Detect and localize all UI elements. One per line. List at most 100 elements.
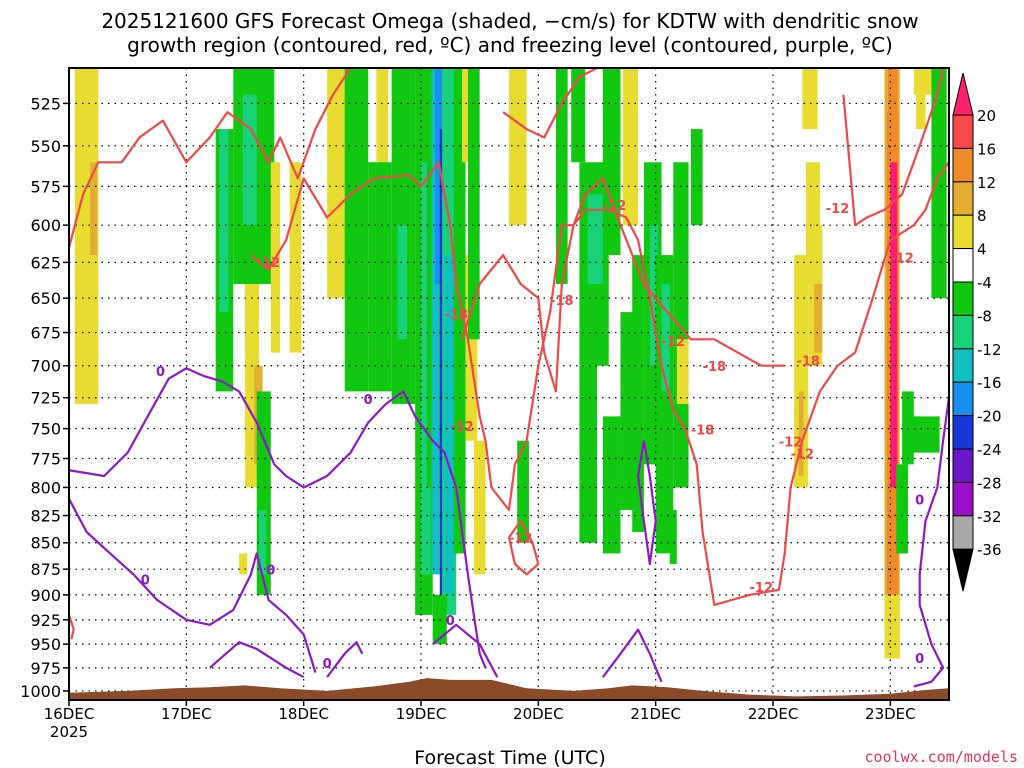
contour-label-red: -12 [257, 256, 281, 271]
omega-cell [673, 162, 689, 488]
freezing-level-contours [69, 367, 949, 688]
omega-cell [239, 553, 248, 575]
colorbar-label: -20 [977, 408, 1002, 426]
contour-label-red: -12 [603, 199, 627, 214]
y-tick-label: 550 [30, 137, 61, 156]
svg-text:0: 0 [141, 574, 150, 589]
omega-cell [622, 68, 639, 226]
colorbar-segment [952, 515, 974, 550]
omega-cell [555, 68, 568, 285]
y-tick-label: 775 [30, 450, 61, 469]
svg-text:-12: -12 [826, 202, 850, 217]
colorbar-segment [952, 481, 974, 517]
plot-frame [68, 67, 950, 701]
omega-cell [690, 129, 703, 226]
svg-text:0: 0 [915, 493, 924, 508]
omega-cell [344, 68, 369, 392]
svg-text:-12: -12 [509, 532, 533, 547]
omega-cell [794, 255, 809, 488]
omega-cell [579, 365, 597, 543]
svg-text:0: 0 [266, 563, 275, 578]
contour-line [69, 68, 352, 248]
contour-label-red: -12 [791, 448, 815, 463]
svg-text:-18: -18 [444, 308, 468, 323]
y-tick-label: 825 [30, 507, 61, 526]
colorbar-segment [952, 281, 974, 316]
omega-cell [602, 68, 621, 256]
y-tick-label: 575 [30, 177, 61, 196]
contour-label-red: -12 [750, 581, 774, 596]
contour-label-purple: 0 [266, 563, 275, 578]
omega-cell [467, 68, 480, 340]
svg-text:-12: -12 [779, 436, 803, 451]
colorbar-label: -32 [977, 508, 1002, 526]
omega-cell [911, 416, 940, 453]
contour-line [842, 68, 945, 227]
y-tick-label: 700 [30, 357, 61, 376]
colorbar-bottom-triangle [952, 548, 974, 592]
colorbar-label: -28 [977, 474, 1002, 492]
omega-cell [931, 68, 947, 299]
omega-cell [465, 255, 478, 441]
svg-text:-18: -18 [703, 360, 727, 375]
omega-cell [587, 194, 603, 285]
omega-cell [444, 255, 454, 595]
omega-cell [259, 509, 267, 575]
x-tick-label: 20DEC [513, 705, 564, 723]
contour-line [502, 68, 598, 139]
contour-line [69, 614, 75, 640]
chart-title-line-1: 2025121600 GFS Forecast Omega (shaded, −… [101, 9, 918, 33]
svg-text:-12: -12 [791, 448, 815, 463]
omega-cell [473, 440, 486, 575]
contour-label-red: -12 [779, 436, 803, 451]
svg-text:-18: -18 [691, 424, 715, 439]
contour-label-purple: 0 [446, 614, 455, 629]
colorbar-label: -8 [977, 307, 992, 325]
contour-label-purple: 0 [141, 574, 150, 589]
omega-cell [676, 339, 689, 404]
x-tick-label: 19DEC [396, 705, 447, 723]
omega-cell [74, 68, 99, 404]
colorbar-segment [952, 415, 974, 450]
omega-cell [814, 284, 823, 353]
omega-cell [896, 464, 908, 554]
omega-shading [74, 68, 947, 659]
y-tick-label: 625 [30, 253, 61, 272]
omega-cell [453, 68, 466, 554]
contour-line [250, 161, 949, 606]
contour-line [461, 177, 785, 393]
y-tick-label: 675 [30, 324, 61, 343]
omega-cell [509, 68, 527, 226]
omega-cell [397, 225, 407, 340]
contour-label-red: -12 [662, 335, 686, 350]
colorbar-label: 4 [977, 241, 987, 259]
x-axis: 16DEC 17DEC 18DEC 19DEC 20DEC 21DEC 22DEC 23DEC [44, 700, 916, 723]
contour-label-red: -12 [890, 251, 914, 266]
grid-lines [69, 68, 949, 700]
contour-label-red: -18 [703, 360, 727, 375]
y-tick-label: 850 [30, 534, 61, 553]
contour-label-purple: 0 [323, 657, 332, 672]
svg-text:-18: -18 [796, 355, 820, 370]
terrain-surface [69, 678, 949, 700]
colorbar-segment [952, 114, 974, 149]
omega-cell [421, 162, 431, 575]
x-tick-label: 17DEC [161, 705, 212, 723]
contour-label-purple: 0 [364, 393, 373, 408]
contour-label-red: -12 [450, 420, 474, 435]
svg-text:-12: -12 [662, 335, 686, 350]
omega-cell [632, 255, 644, 532]
omega-cell [669, 509, 677, 564]
omega-cell [887, 624, 897, 659]
x-axis-year: 2025 [50, 723, 88, 741]
contour-label-red: -18 [444, 308, 468, 323]
y-tick-label: 975 [30, 659, 61, 678]
omega-cell [661, 284, 670, 392]
omega-cell [517, 440, 529, 543]
credit-text: coolwx.com/models [864, 748, 1018, 766]
y-tick-label: 875 [30, 560, 61, 579]
omega-cell [913, 68, 932, 95]
y-axis: 525 550 575 600 625 650 675 700 725 750 775 800 825 8… [20, 94, 69, 701]
colorbar-label: 8 [977, 207, 987, 225]
